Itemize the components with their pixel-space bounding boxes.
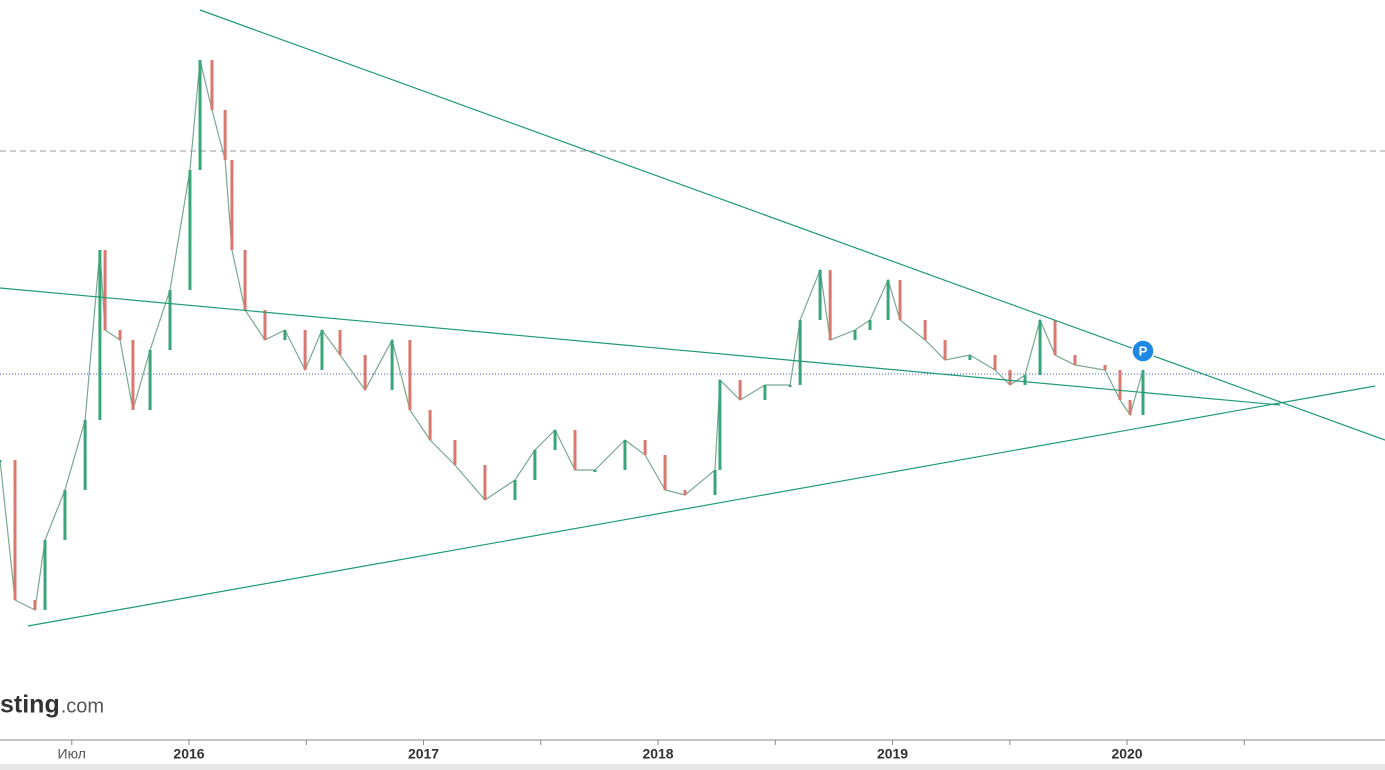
candle (283, 330, 287, 340)
candle (683, 490, 687, 495)
scrollbar (0, 764, 1385, 770)
candle (98, 250, 102, 420)
x-tick-label: 2018 (642, 746, 673, 762)
candle (390, 340, 394, 390)
candle (533, 450, 537, 480)
candle (763, 385, 767, 400)
candle (103, 250, 107, 330)
candle (1118, 370, 1122, 400)
candle (1038, 320, 1042, 375)
candle (198, 60, 202, 170)
trend-line (199, 9, 1385, 441)
candle (408, 340, 412, 410)
candle (788, 385, 792, 387)
candle (828, 270, 832, 340)
trend-line (0, 287, 1280, 406)
candle (1023, 375, 1027, 385)
x-tick-label: 2020 (1111, 746, 1142, 762)
candle (943, 340, 947, 360)
candle (1008, 370, 1012, 385)
candle (1103, 365, 1107, 370)
candle (718, 380, 722, 470)
candle (0, 460, 2, 462)
candle (1073, 355, 1077, 365)
candle (230, 160, 234, 250)
candle (243, 250, 247, 310)
candle (263, 310, 267, 340)
candle (1128, 400, 1132, 415)
candle (886, 280, 890, 320)
marker-label: P (1139, 343, 1148, 358)
candle (118, 330, 122, 340)
candle (131, 340, 135, 410)
candle (13, 460, 17, 600)
candle (148, 350, 152, 410)
candle (338, 330, 342, 355)
candle (428, 410, 432, 440)
candle (713, 470, 717, 495)
candle (188, 170, 192, 290)
candle (853, 330, 857, 340)
candle (738, 380, 742, 400)
x-tick-label: 2017 (408, 746, 439, 762)
candle (63, 490, 67, 540)
candle (33, 600, 37, 610)
candle (818, 270, 822, 320)
candle (83, 420, 87, 490)
candle (43, 540, 47, 610)
candle (453, 440, 457, 465)
candle (643, 440, 647, 455)
watermark-suffix: .com (61, 695, 104, 717)
candle (968, 355, 972, 360)
candle (993, 355, 997, 370)
marker (1131, 339, 1155, 363)
candle (320, 330, 324, 370)
candle (798, 320, 802, 385)
candle (923, 320, 927, 340)
candle (483, 465, 487, 500)
candle (363, 355, 367, 390)
candle (573, 430, 577, 470)
watermark-brand: sting (0, 691, 60, 719)
candle (623, 440, 627, 470)
x-tick-label: Июл (58, 746, 86, 762)
candle (553, 430, 557, 450)
candle (210, 60, 214, 110)
candle (663, 455, 667, 490)
candle (593, 470, 597, 472)
x-tick-label: 2019 (877, 746, 908, 762)
candle (898, 280, 902, 320)
candle (303, 330, 307, 370)
candle (513, 480, 517, 500)
x-tick-label: 2016 (173, 746, 204, 762)
candle (223, 110, 227, 160)
candle (868, 320, 872, 330)
candle (168, 290, 172, 350)
trend-line (27, 385, 1376, 627)
candle (1053, 320, 1057, 355)
